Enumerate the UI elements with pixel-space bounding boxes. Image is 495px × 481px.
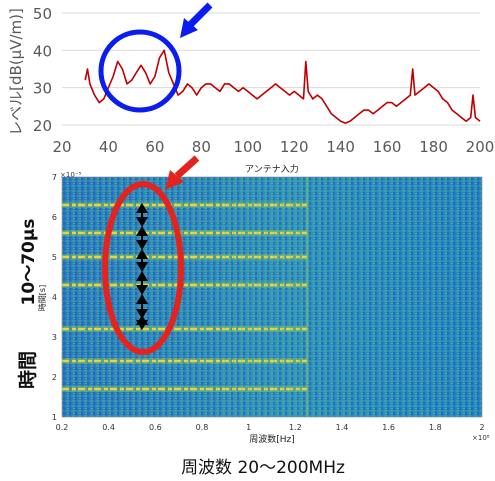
- line-chart-y-tick-label: 30: [33, 80, 52, 98]
- heatmap-bands: [62, 177, 308, 417]
- heatmap-y-scale-label: ×10⁻⁵: [60, 171, 81, 179]
- line-chart: 20 30 40 50 20 40 60 80 100 120 140 160 180 200 レベル[…: [7, 2, 494, 156]
- heatmap-y-tick-label: 7: [52, 173, 57, 182]
- heatmap-x-tick-label: 1: [246, 423, 251, 432]
- blue-highlight-circle: [98, 29, 182, 113]
- line-chart-x-tick-label: 20: [52, 138, 71, 156]
- line-chart-x-tick-label: 100: [233, 138, 262, 156]
- heatmap-frame: [61, 176, 483, 418]
- time-label: 時間: [17, 351, 39, 389]
- heatmap-x-tick-label: 0.2: [56, 423, 69, 432]
- heatmap-texture: [62, 177, 482, 417]
- double-arrow-icon: [136, 294, 148, 319]
- line-chart-x-tick-label: 140: [326, 138, 355, 156]
- line-chart-y-axis-label: レベル[dB(μV/m)]: [7, 8, 25, 136]
- heatmap-x-tick-label: 1.2: [289, 423, 302, 432]
- red-arrow-icon: [165, 155, 200, 190]
- line-chart-x-tick-label: 120: [280, 138, 309, 156]
- double-arrow-icon: [136, 271, 148, 295]
- double-arrow-icon: [136, 226, 148, 250]
- line-chart-x-tick-label: 160: [373, 138, 402, 156]
- line-chart-y-tick-label: 50: [33, 5, 52, 23]
- heatmap-x-tick-labels: 0.2 0.4 0.6 0.8 1 1.2 1.4 1.6 1.8 2: [56, 423, 485, 432]
- line-chart-x-tick-labels: 20 40 60 80 100 120 140 160 180 200: [52, 138, 494, 156]
- heatmap-y-tick-label: 6: [52, 213, 57, 222]
- heatmap-y-tick-labels: 1 2 3 4 5 6 7: [52, 173, 57, 422]
- blue-arrow-icon: [180, 2, 213, 38]
- heatmap-y-axis-label: 時間[s]: [38, 285, 47, 311]
- line-chart-y-tick-label: 20: [33, 117, 52, 135]
- red-highlight-ellipse: [102, 181, 184, 355]
- frequency-range-label: 周波数 20～200MHz: [181, 458, 345, 477]
- double-arrow-icon: [136, 315, 148, 330]
- heatmap-y-tick-label: 1: [52, 413, 57, 422]
- line-chart-x-tick-label: 60: [145, 138, 164, 156]
- line-chart-y-tick-label: 40: [33, 42, 52, 60]
- heatmap-x-tick-label: 1.6: [382, 423, 395, 432]
- heatmap-x-tick-label: 2: [479, 423, 484, 432]
- heatmap-x-tick-label: 0.6: [149, 423, 162, 432]
- line-chart-x-tick-label: 80: [192, 138, 211, 156]
- double-arrow-icon: [136, 249, 148, 272]
- heatmap-x-scale-label: ×10⁸: [472, 434, 490, 442]
- heatmap-x-tick-label: 0.8: [196, 423, 209, 432]
- heatmap-title: アンテナ入力: [245, 163, 299, 175]
- heatmap-chart: 1 2 3 4 5 6 7 0.2 0.4 0.6 0.8 1 1.2 1.4 1.6 1.8 2 ×10⁻⁵…: [38, 155, 490, 445]
- black-double-arrow-icons: [136, 203, 148, 330]
- double-arrow-icon: [136, 203, 148, 227]
- heatmap-y-tick-label: 5: [52, 253, 57, 262]
- heatmap-y-tick-label: 4: [52, 293, 57, 302]
- line-chart-y-tick-labels: 20 30 40 50: [33, 5, 52, 135]
- line-chart-x-tick-label: 200: [466, 138, 495, 156]
- heatmap-x-tick-label: 1.4: [336, 423, 349, 432]
- heatmap-x-tick-label: 1.8: [429, 423, 442, 432]
- heatmap-y-tick-label: 3: [52, 333, 57, 342]
- line-chart-series-line: [84, 49, 481, 124]
- heatmap-x-axis-label: 周波数[Hz]: [249, 433, 295, 445]
- line-chart-x-tick-label: 40: [99, 138, 118, 156]
- time-range-label: 10～70μs: [19, 219, 39, 306]
- heatmap-x-tick-label: 0.4: [102, 423, 115, 432]
- heatmap-y-tick-label: 2: [52, 373, 57, 382]
- line-chart-x-tick-label: 180: [419, 138, 448, 156]
